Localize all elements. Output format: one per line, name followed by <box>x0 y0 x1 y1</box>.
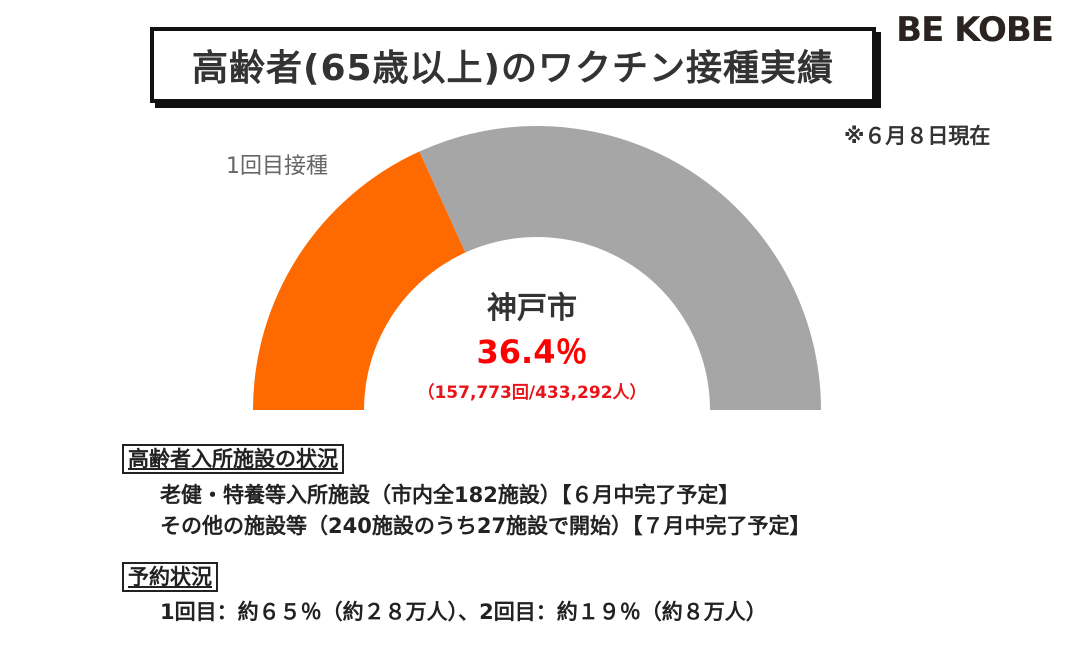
as-of-date: ※６月８日現在 <box>844 124 991 148</box>
facilities-heading: 高齢者入所施設の状況 <box>122 444 344 474</box>
be-kobe-logo: BE KOBE <box>896 10 1054 50</box>
gauge-value-percent: 36.4％ <box>476 333 588 371</box>
gauge-counts: （157,773回/433,292人） <box>417 383 647 403</box>
gauge-filled-arc <box>253 151 466 410</box>
title-box: 高齢者(65歳以上)のワクチン接種実績 <box>150 27 876 103</box>
facilities-line-1: 老健・特養等入所施設（市内全182施設）【６月中完了予定】 <box>160 483 740 507</box>
facilities-heading-text: 高齢者入所施設の状況 <box>128 447 338 471</box>
reservations-heading: 予約状況 <box>122 562 218 592</box>
gauge-remaining-arc <box>419 126 821 410</box>
gauge-series-label: 1回目接種 <box>226 154 328 179</box>
reservations-line: 1回目：約６５％（約２８万人）、2回目：約１９％（約８万人） <box>160 600 767 624</box>
facilities-line-2: その他の施設等（240施設のうち27施設で開始）【７月中完了予定】 <box>160 514 811 538</box>
page-title: 高齢者(65歳以上)のワクチン接種実績 <box>191 48 834 89</box>
gauge-center-label: 神戸市 <box>487 291 577 326</box>
reservations-heading-text: 予約状況 <box>128 565 212 589</box>
